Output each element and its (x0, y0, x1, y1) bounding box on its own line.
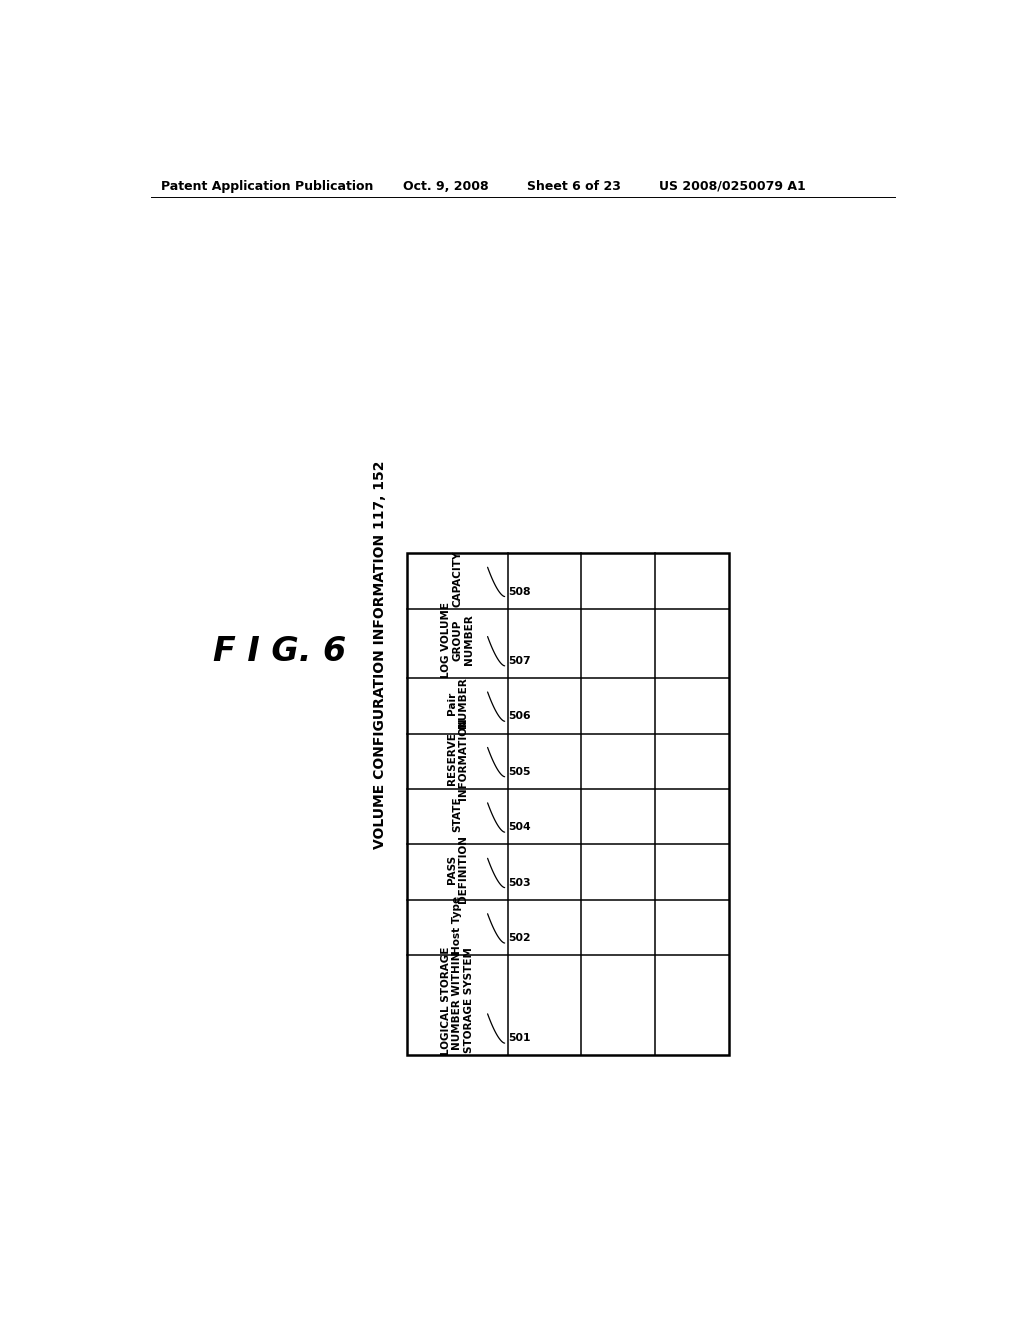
Text: 505: 505 (509, 767, 531, 776)
Text: US 2008/0250079 A1: US 2008/0250079 A1 (658, 180, 806, 193)
Text: Host Type: Host Type (453, 896, 463, 954)
Text: 504: 504 (509, 822, 531, 832)
Text: LOGICAL STORAGE
NUMBER WITHIN
STORAGE SYSTEM: LOGICAL STORAGE NUMBER WITHIN STORAGE SY… (440, 946, 474, 1055)
Text: LOG VOLUME
GROUP
NUMBER: LOG VOLUME GROUP NUMBER (440, 602, 474, 678)
Bar (407, 553, 729, 1056)
Text: RESERVE
INFORMATION: RESERVE INFORMATION (446, 717, 468, 800)
Text: 506: 506 (509, 711, 531, 721)
Text: PASS
DEFINITION: PASS DEFINITION (446, 836, 468, 903)
Text: CAPACITY: CAPACITY (453, 550, 463, 607)
Text: VOLUME CONFIGURATION INFORMATION 117, 152: VOLUME CONFIGURATION INFORMATION 117, 15… (373, 461, 387, 849)
Text: F I G. 6: F I G. 6 (213, 635, 346, 668)
Text: Patent Application Publication: Patent Application Publication (161, 180, 373, 193)
Text: 501: 501 (509, 1034, 531, 1043)
Text: Sheet 6 of 23: Sheet 6 of 23 (527, 180, 621, 193)
Text: 507: 507 (509, 656, 531, 665)
Text: STATE: STATE (453, 796, 463, 832)
Text: 508: 508 (509, 586, 531, 597)
Text: Pair
NUMBER: Pair NUMBER (446, 677, 468, 729)
Text: 503: 503 (509, 878, 531, 887)
Text: Oct. 9, 2008: Oct. 9, 2008 (403, 180, 488, 193)
Text: 502: 502 (509, 933, 531, 942)
